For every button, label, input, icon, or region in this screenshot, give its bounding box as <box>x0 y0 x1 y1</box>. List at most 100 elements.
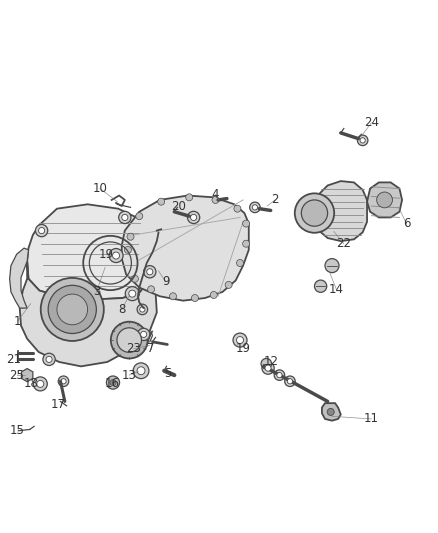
Polygon shape <box>21 368 33 382</box>
Circle shape <box>137 367 145 375</box>
Text: 9: 9 <box>162 276 170 288</box>
Circle shape <box>33 377 47 391</box>
Text: 1: 1 <box>14 315 21 328</box>
Circle shape <box>225 281 232 288</box>
Text: 8: 8 <box>118 303 125 316</box>
Circle shape <box>124 246 131 253</box>
Text: 19: 19 <box>99 248 113 261</box>
Circle shape <box>141 332 147 337</box>
Circle shape <box>113 252 120 259</box>
Text: 14: 14 <box>329 283 344 296</box>
Circle shape <box>117 328 141 352</box>
Circle shape <box>144 265 156 278</box>
Circle shape <box>37 381 44 387</box>
Circle shape <box>234 205 241 212</box>
Text: 5: 5 <box>164 367 171 381</box>
Circle shape <box>243 240 250 247</box>
Circle shape <box>186 194 193 201</box>
Circle shape <box>277 373 282 378</box>
Text: 4: 4 <box>212 188 219 201</box>
Circle shape <box>262 362 274 374</box>
Text: 18: 18 <box>24 377 39 390</box>
Circle shape <box>210 292 217 298</box>
Circle shape <box>57 294 88 325</box>
Circle shape <box>125 287 139 301</box>
Circle shape <box>35 224 48 237</box>
Circle shape <box>140 307 145 312</box>
Polygon shape <box>10 248 28 308</box>
Circle shape <box>39 228 45 233</box>
Circle shape <box>250 202 260 213</box>
Text: 19: 19 <box>236 342 251 356</box>
Circle shape <box>325 259 339 273</box>
Text: 13: 13 <box>122 369 137 382</box>
Text: 15: 15 <box>10 424 25 437</box>
Circle shape <box>357 135 368 146</box>
Circle shape <box>58 376 69 386</box>
Circle shape <box>243 220 250 227</box>
Circle shape <box>127 233 134 240</box>
Circle shape <box>148 286 155 293</box>
Circle shape <box>327 408 334 415</box>
Polygon shape <box>20 261 157 366</box>
Text: 7: 7 <box>147 342 155 356</box>
Text: 20: 20 <box>171 199 186 213</box>
Circle shape <box>377 192 392 208</box>
Circle shape <box>170 293 177 300</box>
Circle shape <box>360 138 365 143</box>
Text: 16: 16 <box>104 377 119 390</box>
Text: 3: 3 <box>93 285 100 298</box>
Text: 17: 17 <box>50 398 65 411</box>
Circle shape <box>138 328 150 341</box>
Circle shape <box>287 378 293 384</box>
Circle shape <box>122 214 128 221</box>
Circle shape <box>110 379 116 386</box>
Polygon shape <box>367 182 402 217</box>
Circle shape <box>274 370 285 381</box>
Polygon shape <box>122 196 249 301</box>
Polygon shape <box>322 403 341 421</box>
Circle shape <box>295 193 334 233</box>
Text: 2: 2 <box>271 193 279 206</box>
Circle shape <box>265 365 271 371</box>
Circle shape <box>131 275 138 282</box>
Text: 22: 22 <box>336 237 351 250</box>
Circle shape <box>301 200 328 226</box>
Circle shape <box>61 378 66 384</box>
Circle shape <box>137 304 148 314</box>
Text: 11: 11 <box>364 413 379 425</box>
Polygon shape <box>314 181 367 241</box>
Circle shape <box>109 248 123 263</box>
Text: 25: 25 <box>9 369 24 382</box>
Circle shape <box>106 376 120 389</box>
Circle shape <box>314 280 327 292</box>
Polygon shape <box>27 204 153 300</box>
Circle shape <box>147 269 153 275</box>
Circle shape <box>46 356 52 362</box>
Circle shape <box>191 214 197 221</box>
Circle shape <box>187 211 200 223</box>
Text: 21: 21 <box>7 353 21 366</box>
Circle shape <box>191 295 198 302</box>
Circle shape <box>43 353 55 366</box>
Circle shape <box>111 322 148 359</box>
Circle shape <box>129 290 136 297</box>
Text: 24: 24 <box>364 116 379 130</box>
Circle shape <box>237 336 244 344</box>
Circle shape <box>212 197 219 204</box>
Text: 6: 6 <box>403 217 410 230</box>
Circle shape <box>41 278 104 341</box>
Circle shape <box>158 198 165 205</box>
Circle shape <box>252 205 258 210</box>
Circle shape <box>261 359 272 369</box>
Circle shape <box>233 333 247 347</box>
Circle shape <box>285 376 295 386</box>
Circle shape <box>237 260 244 266</box>
Text: 12: 12 <box>263 356 278 368</box>
Circle shape <box>48 285 96 334</box>
Circle shape <box>136 213 143 220</box>
Circle shape <box>133 363 149 378</box>
Text: 23: 23 <box>126 342 141 356</box>
Text: 10: 10 <box>92 182 107 195</box>
Circle shape <box>119 211 131 223</box>
